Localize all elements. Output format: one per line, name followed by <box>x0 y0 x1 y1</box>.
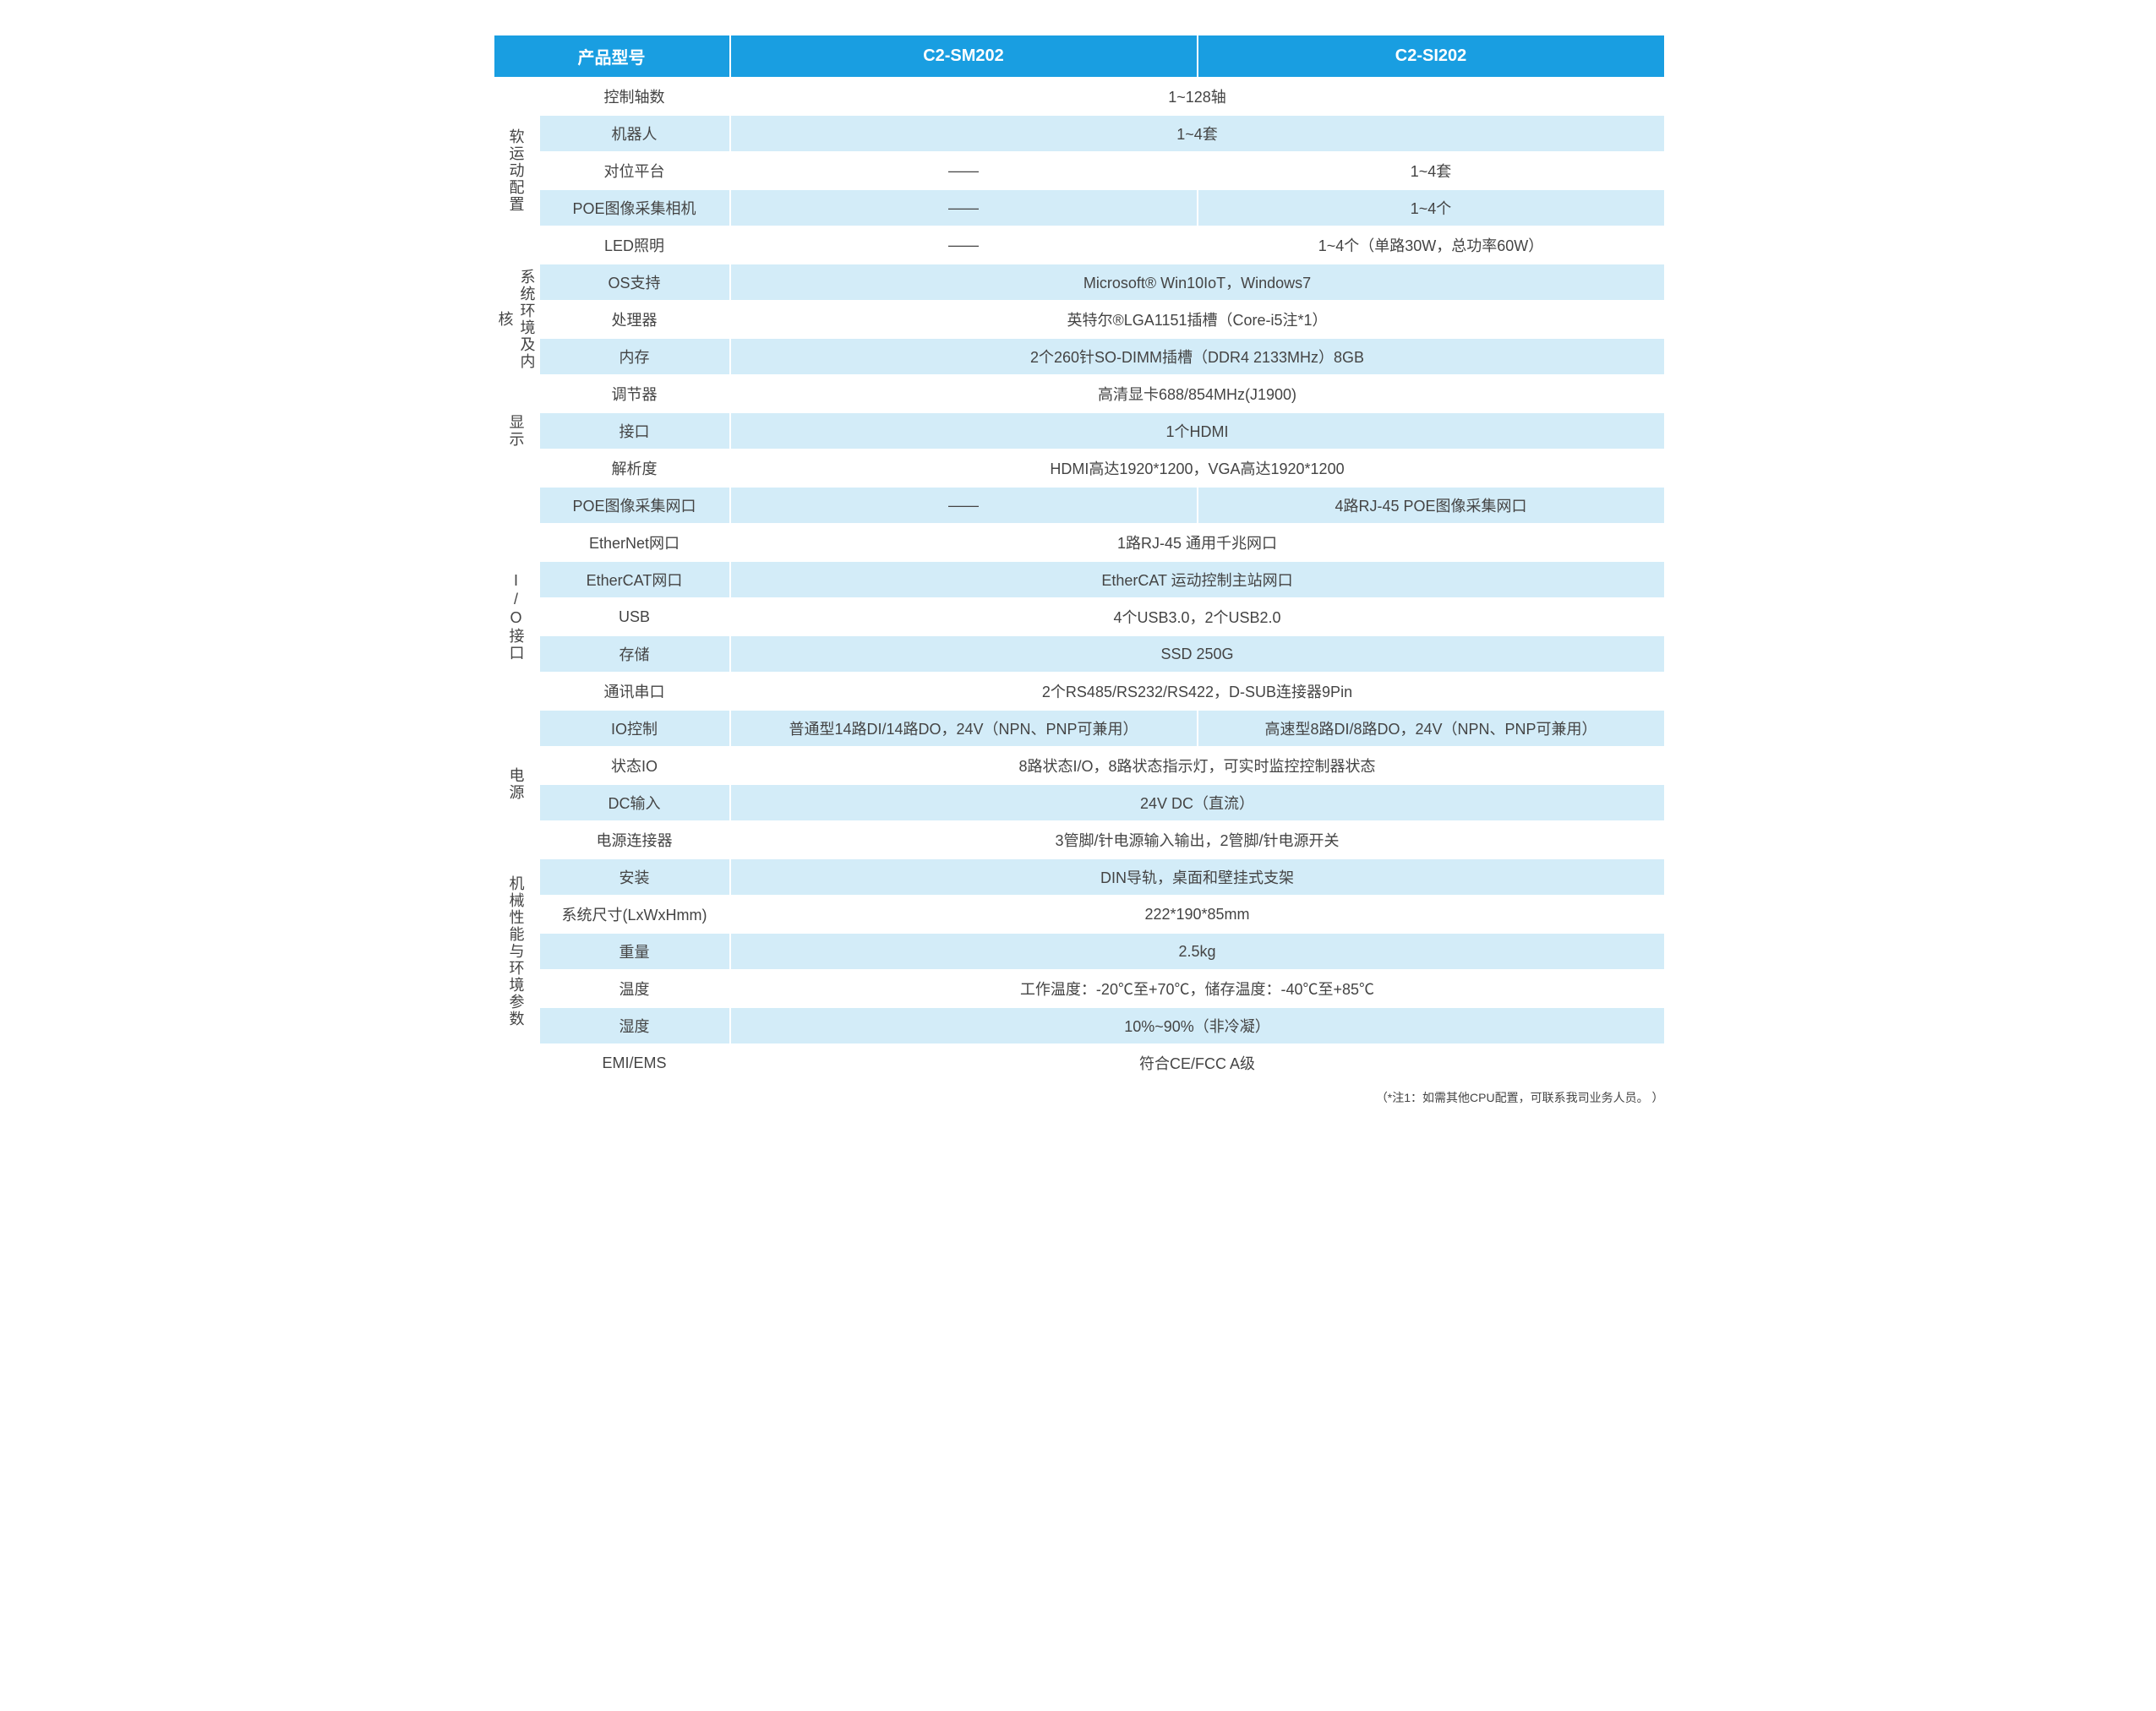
value-cell: 4个USB3.0，2个USB2.0 <box>730 598 1665 635</box>
param-cell: LED照明 <box>539 226 730 264</box>
value-cell: 24V DC（直流） <box>730 784 1665 821</box>
param-cell: 状态IO <box>539 747 730 784</box>
value-cell-a: —— <box>730 487 1198 524</box>
table-row: POE图像采集相机——1~4个 <box>494 189 1665 226</box>
table-row: 显示调节器高清显卡688/854MHz(J1900) <box>494 375 1665 412</box>
table-row: 软运动配置控制轴数1~128轴 <box>494 78 1665 115</box>
param-cell: 湿度 <box>539 1007 730 1044</box>
value-cell-b: 1~4个 <box>1198 189 1665 226</box>
param-cell: POE图像采集相机 <box>539 189 730 226</box>
table-row: EtherCAT网口EtherCAT 运动控制主站网口 <box>494 561 1665 598</box>
value-cell: 2个260针SO-DIMM插槽（DDR4 2133MHz）8GB <box>730 338 1665 375</box>
table-row: 安装DIN导轨，桌面和壁挂式支架 <box>494 858 1665 896</box>
value-cell-a: —— <box>730 189 1198 226</box>
value-cell-b: 1~4套 <box>1198 152 1665 189</box>
param-cell: 内存 <box>539 338 730 375</box>
table-row: 解析度HDMI高达1920*1200，VGA高达1920*1200 <box>494 450 1665 487</box>
param-cell: 解析度 <box>539 450 730 487</box>
param-cell: 处理器 <box>539 301 730 338</box>
value-cell: 工作温度：-20℃至+70℃，储存温度：-40℃至+85℃ <box>730 970 1665 1007</box>
header-model-b: C2-SI202 <box>1198 35 1665 78</box>
param-cell: 存储 <box>539 635 730 673</box>
param-cell: 温度 <box>539 970 730 1007</box>
param-cell: 系统尺寸(LxWxHmm) <box>539 896 730 933</box>
value-cell: 1个HDMI <box>730 412 1665 450</box>
value-cell-a: 普通型14路DI/14路DO，24V（NPN、PNP可兼用） <box>730 710 1198 747</box>
table-row: 机器人1~4套 <box>494 115 1665 152</box>
value-cell: 1~4套 <box>730 115 1665 152</box>
param-cell: 安装 <box>539 858 730 896</box>
table-row: 接口1个HDMI <box>494 412 1665 450</box>
table-row: LED照明——1~4个（单路30W，总功率60W） <box>494 226 1665 264</box>
value-cell: 3管脚/针电源输入输出，2管脚/针电源开关 <box>730 821 1665 858</box>
table-row: I/O接口POE图像采集网口——4路RJ-45 POE图像采集网口 <box>494 487 1665 524</box>
param-cell: 控制轴数 <box>539 78 730 115</box>
param-cell: 对位平台 <box>539 152 730 189</box>
table-row: 内存2个260针SO-DIMM插槽（DDR4 2133MHz）8GB <box>494 338 1665 375</box>
table-row: EtherNet网口1路RJ-45 通用千兆网口 <box>494 524 1665 561</box>
param-cell: IO控制 <box>539 710 730 747</box>
value-cell-b: 1~4个（单路30W，总功率60W） <box>1198 226 1665 264</box>
param-cell: 机器人 <box>539 115 730 152</box>
header-label: 产品型号 <box>494 35 730 78</box>
table-row: EMI/EMS符合CE/FCC A级 <box>494 1044 1665 1082</box>
category-cell: 显示 <box>494 375 539 487</box>
value-cell: 2个RS485/RS232/RS422，D-SUB连接器9Pin <box>730 673 1665 710</box>
table-row: 机械性能与环境参数电源连接器3管脚/针电源输入输出，2管脚/针电源开关 <box>494 821 1665 858</box>
table-row: 重量2.5kg <box>494 933 1665 970</box>
value-cell: 符合CE/FCC A级 <box>730 1044 1665 1082</box>
param-cell: 通讯串口 <box>539 673 730 710</box>
header-row: 产品型号 C2-SM202 C2-SI202 <box>494 35 1665 78</box>
value-cell: SSD 250G <box>730 635 1665 673</box>
table-row: 系统尺寸(LxWxHmm)222*190*85mm <box>494 896 1665 933</box>
value-cell-a: —— <box>730 226 1198 264</box>
footnote: （*注1：如需其他CPU配置，可联系我司业务人员。 ） <box>493 1089 1664 1106</box>
value-cell: 高清显卡688/854MHz(J1900) <box>730 375 1665 412</box>
table-row: 存储SSD 250G <box>494 635 1665 673</box>
value-cell-a: —— <box>730 152 1198 189</box>
table-row: IO控制普通型14路DI/14路DO，24V（NPN、PNP可兼用）高速型8路D… <box>494 710 1665 747</box>
table-row: 系统环境及内核OS支持Microsoft® Win10IoT，Windows7 <box>494 264 1665 301</box>
value-cell: 英特尔®LGA1151插槽（Core-i5注*1） <box>730 301 1665 338</box>
param-cell: USB <box>539 598 730 635</box>
value-cell: 1路RJ-45 通用千兆网口 <box>730 524 1665 561</box>
header-model-a: C2-SM202 <box>730 35 1198 78</box>
value-cell: 8路状态I/O，8路状态指示灯，可实时监控控制器状态 <box>730 747 1665 784</box>
category-cell: I/O接口 <box>494 487 539 747</box>
value-cell: HDMI高达1920*1200，VGA高达1920*1200 <box>730 450 1665 487</box>
table-row: 温度工作温度：-20℃至+70℃，储存温度：-40℃至+85℃ <box>494 970 1665 1007</box>
param-cell: DC输入 <box>539 784 730 821</box>
table-row: 湿度10%~90%（非冷凝） <box>494 1007 1665 1044</box>
table-row: 对位平台——1~4套 <box>494 152 1665 189</box>
value-cell-b: 高速型8路DI/8路DO，24V（NPN、PNP可兼用） <box>1198 710 1665 747</box>
spec-table: 产品型号 C2-SM202 C2-SI202 软运动配置控制轴数1~128轴机器… <box>493 34 1666 1082</box>
param-cell: EMI/EMS <box>539 1044 730 1082</box>
table-row: 处理器英特尔®LGA1151插槽（Core-i5注*1） <box>494 301 1665 338</box>
category-cell: 系统环境及内核 <box>494 264 539 375</box>
value-cell: 222*190*85mm <box>730 896 1665 933</box>
category-cell: 软运动配置 <box>494 78 539 264</box>
param-cell: 电源连接器 <box>539 821 730 858</box>
table-row: 电源状态IO8路状态I/O，8路状态指示灯，可实时监控控制器状态 <box>494 747 1665 784</box>
value-cell: 10%~90%（非冷凝） <box>730 1007 1665 1044</box>
category-cell: 机械性能与环境参数 <box>494 821 539 1082</box>
param-cell: 重量 <box>539 933 730 970</box>
param-cell: POE图像采集网口 <box>539 487 730 524</box>
value-cell: EtherCAT 运动控制主站网口 <box>730 561 1665 598</box>
category-cell: 电源 <box>494 747 539 821</box>
value-cell-b: 4路RJ-45 POE图像采集网口 <box>1198 487 1665 524</box>
param-cell: EtherNet网口 <box>539 524 730 561</box>
param-cell: 调节器 <box>539 375 730 412</box>
param-cell: 接口 <box>539 412 730 450</box>
table-row: DC输入24V DC（直流） <box>494 784 1665 821</box>
value-cell: DIN导轨，桌面和壁挂式支架 <box>730 858 1665 896</box>
value-cell: 1~128轴 <box>730 78 1665 115</box>
value-cell: 2.5kg <box>730 933 1665 970</box>
value-cell: Microsoft® Win10IoT，Windows7 <box>730 264 1665 301</box>
param-cell: EtherCAT网口 <box>539 561 730 598</box>
param-cell: OS支持 <box>539 264 730 301</box>
table-row: USB4个USB3.0，2个USB2.0 <box>494 598 1665 635</box>
table-row: 通讯串口2个RS485/RS232/RS422，D-SUB连接器9Pin <box>494 673 1665 710</box>
